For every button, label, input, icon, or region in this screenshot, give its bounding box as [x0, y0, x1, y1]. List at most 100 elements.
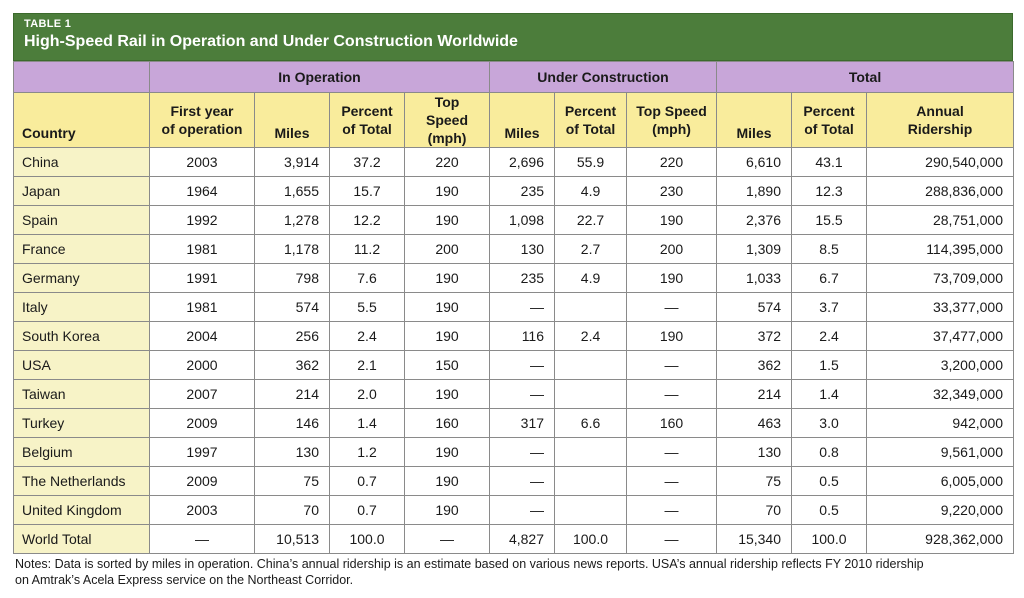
- cell-uc-miles: 317: [489, 408, 556, 438]
- cell-ridership: 9,220,000: [866, 495, 1015, 525]
- table-title: High-Speed Rail in Operation and Under C…: [24, 33, 518, 50]
- table-row: South Korea 2004 256 2.4 190 116 2.4 190 372 2.4 3…: [13, 321, 1015, 351]
- table-row: Spain 1992 1,278 12.2 190 1,098 22.7 190 2,376 15…: [13, 205, 1015, 235]
- cell-op-miles: 130: [254, 437, 330, 467]
- cell-op-percent: 15.7: [329, 176, 405, 206]
- table-row: Germany 1991 798 7.6 190 235 4.9 190 1,033 6.7 73,…: [13, 263, 1015, 293]
- cell-uc-speed: 190: [626, 263, 718, 293]
- cell-op-miles: 70: [254, 495, 330, 525]
- cell-tot-percent: 8.5: [791, 234, 868, 264]
- notes-line-2: on Amtrak’s Acela Express service on the…: [15, 573, 354, 587]
- cell-tot-miles: 463: [716, 408, 793, 438]
- cell-first-year: 1997: [149, 437, 255, 467]
- col-uc-percent-l2: of Total: [565, 121, 616, 137]
- cell-op-miles: 10,513: [254, 524, 330, 554]
- col-tot-percent-l2: of Total: [804, 121, 854, 137]
- cell-country: Turkey: [13, 408, 150, 438]
- col-ridership-l2: Ridership: [907, 121, 973, 137]
- cell-tot-miles: 2,376: [716, 205, 793, 235]
- cell-uc-speed: —: [626, 437, 718, 467]
- cell-uc-speed: 220: [626, 147, 718, 177]
- table-row: Japan 1964 1,655 15.7 190 235 4.9 230 1,890 12.3 2…: [13, 176, 1015, 206]
- col-uc-speed: Top Speed (mph): [626, 92, 718, 148]
- cell-country: China: [13, 147, 150, 177]
- cell-first-year: 2004: [149, 321, 255, 351]
- cell-ridership: 33,377,000: [866, 292, 1015, 322]
- cell-op-miles: 3,914: [254, 147, 330, 177]
- cell-uc-percent: 55.9: [554, 147, 628, 177]
- cell-tot-miles: 75: [716, 466, 793, 496]
- cell-op-speed: 200: [403, 234, 491, 264]
- cell-uc-miles: —: [489, 466, 556, 496]
- cell-op-speed: 190: [403, 466, 491, 496]
- cell-op-speed: 190: [403, 437, 491, 467]
- cell-op-speed: 190: [403, 176, 491, 206]
- cell-tot-percent: 0.5: [791, 466, 868, 496]
- cell-tot-percent: 3.7: [791, 292, 868, 322]
- cell-ridership: 928,362,000: [866, 524, 1015, 554]
- cell-tot-miles: 1,890: [716, 176, 793, 206]
- cell-uc-miles: 130: [489, 234, 556, 264]
- cell-uc-speed: —: [626, 379, 718, 409]
- cell-tot-percent: 1.4: [791, 379, 868, 409]
- cell-country: Germany: [13, 263, 150, 293]
- col-op-miles: Miles: [254, 92, 330, 148]
- col-op-speed-l1: Top Speed: [426, 94, 469, 128]
- cell-tot-percent: 0.5: [791, 495, 868, 525]
- cell-op-speed: 190: [403, 495, 491, 525]
- cell-uc-percent: [554, 437, 628, 467]
- cell-tot-miles: 1,309: [716, 234, 793, 264]
- cell-tot-percent: 15.5: [791, 205, 868, 235]
- cell-first-year: —: [149, 524, 255, 554]
- cell-ridership: 37,477,000: [866, 321, 1015, 351]
- cell-uc-percent: [554, 495, 628, 525]
- group-blank: [13, 61, 150, 93]
- cell-first-year: 2009: [149, 466, 255, 496]
- cell-tot-miles: 574: [716, 292, 793, 322]
- column-header-row: Country First year of operation Miles Per…: [13, 92, 1015, 148]
- cell-country: United Kingdom: [13, 495, 150, 525]
- cell-op-speed: 190: [403, 205, 491, 235]
- table-row: World Total —10,513 100.0—4,827 100.0—15,34…: [13, 524, 1015, 554]
- table-label: TABLE 1: [24, 18, 72, 30]
- cell-uc-speed: 190: [626, 321, 718, 351]
- cell-tot-miles: 372: [716, 321, 793, 351]
- cell-op-speed: 190: [403, 321, 491, 351]
- cell-uc-speed: —: [626, 466, 718, 496]
- col-op-percent-l1: Percent: [341, 103, 393, 119]
- cell-op-percent: 7.6: [329, 263, 405, 293]
- cell-uc-speed: 190: [626, 205, 718, 235]
- cell-tot-miles: 1,033: [716, 263, 793, 293]
- cell-uc-miles: 2,696: [489, 147, 556, 177]
- cell-op-percent: 5.5: [329, 292, 405, 322]
- cell-ridership: 32,349,000: [866, 379, 1015, 409]
- cell-country: Japan: [13, 176, 150, 206]
- cell-op-percent: 11.2: [329, 234, 405, 264]
- cell-first-year: 1992: [149, 205, 255, 235]
- table-notes: Notes: Data is sorted by miles in operat…: [13, 556, 1013, 588]
- cell-uc-miles: 235: [489, 263, 556, 293]
- cell-op-speed: —: [403, 524, 491, 554]
- cell-ridership: 114,395,000: [866, 234, 1015, 264]
- table-body: China 2003 3,914 37.2 220 2,696 55.9 220 6,610 43…: [13, 147, 1015, 554]
- cell-uc-percent: [554, 292, 628, 322]
- notes-line-1: Notes: Data is sorted by miles in operat…: [15, 557, 924, 571]
- cell-first-year: 2003: [149, 147, 255, 177]
- cell-ridership: 942,000: [866, 408, 1015, 438]
- cell-op-percent: 1.4: [329, 408, 405, 438]
- col-uc-percent-l1: Percent: [564, 103, 617, 119]
- cell-first-year: 2007: [149, 379, 255, 409]
- col-op-percent-l2: of Total: [342, 121, 392, 137]
- cell-ridership: 73,709,000: [866, 263, 1015, 293]
- cell-uc-speed: —: [626, 495, 718, 525]
- cell-uc-percent: [554, 466, 628, 496]
- cell-op-miles: 256: [254, 321, 330, 351]
- cell-country: The Netherlands: [13, 466, 150, 496]
- col-tot-percent: Percent of Total: [791, 92, 868, 148]
- col-tot-percent-l1: Percent: [803, 103, 855, 119]
- col-op-speed-l2: (mph): [427, 130, 467, 146]
- cell-uc-percent: 6.6: [554, 408, 628, 438]
- col-first-year-l2: of operation: [161, 121, 243, 137]
- cell-country: Taiwan: [13, 379, 150, 409]
- col-ridership-l1: Annual: [916, 103, 964, 119]
